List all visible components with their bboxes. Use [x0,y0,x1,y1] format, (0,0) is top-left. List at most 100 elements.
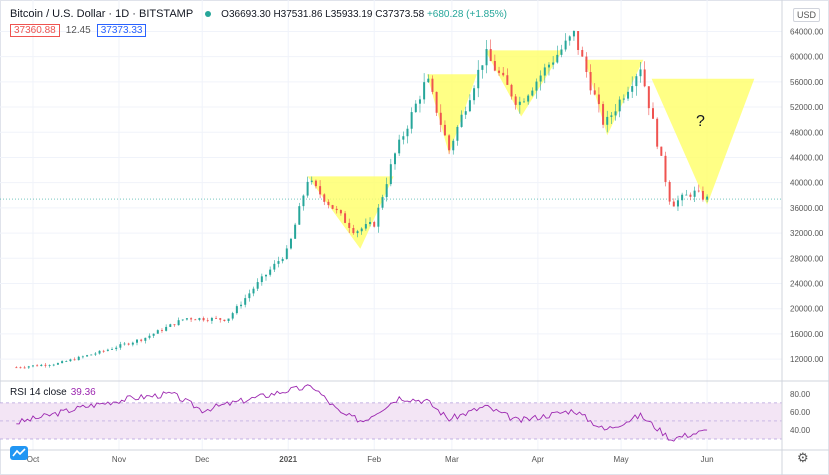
candle-up [98,350,101,354]
candle-up [606,116,609,125]
rsi-current-value: 39.36 [70,387,96,398]
time-tick-label: Mar [445,455,459,464]
candle-up [256,282,259,289]
candle-up [119,344,122,348]
rsi-tick-label: 80.00 [790,390,811,399]
candle-up [381,197,384,208]
price-tick-label: 52000.00 [790,103,824,112]
candle-up [552,62,555,65]
candle-up [523,101,525,103]
candle-up [244,298,247,305]
candle-up [481,65,484,70]
close-value: C37373.58 [375,8,425,20]
tradingview-logo-icon[interactable] [10,446,28,460]
candle-up [456,126,459,141]
candle-up [543,67,546,76]
candle-up [418,99,421,104]
candle-down [448,135,451,151]
settings-gear-icon[interactable]: ⚙ [797,450,809,465]
price-tick-label: 28000.00 [790,254,824,263]
currency-button[interactable]: USD [793,8,821,22]
rsi-tick-label: 40.00 [790,426,811,435]
candle-up [31,365,34,367]
candle-up [560,49,563,55]
symbol-title[interactable]: Bitcoin / U.S. Dollar · 1D · BITSTAMP [10,8,194,20]
time-tick-label: Apr [532,455,545,464]
candle-up [398,139,401,154]
candle-up [40,364,43,367]
price-tick-label: 44000.00 [790,153,824,162]
pattern-triangle [485,50,563,117]
candle-down [36,365,39,367]
candle-down [19,367,22,369]
candle-up [460,114,463,127]
candle-down [327,201,330,206]
candle-down [344,213,347,223]
candle-down [431,78,434,92]
candle-down [215,317,218,319]
price-tick-label: 60000.00 [790,53,824,62]
candle-down [443,124,446,136]
price-tick-label: 32000.00 [790,229,824,238]
candle-up [240,304,243,307]
candle-down [194,319,197,321]
candle-up [69,359,72,362]
candle-up [48,365,51,366]
candle-up [298,206,301,225]
price-tick-label: 16000.00 [790,330,824,339]
candle-up [427,78,430,83]
candle-up [477,69,480,89]
candle-down [339,210,342,214]
candle-up [676,200,679,207]
candle-up [302,195,305,207]
candle-down [577,31,580,50]
time-tick-label: Jun [701,455,714,464]
candle-down [660,146,663,156]
candle-up [364,224,367,229]
candle-up [86,355,89,357]
candle-up [473,88,476,101]
time-tick-label: Dec [195,455,209,464]
candle-down [652,108,654,119]
candle-up [527,95,530,102]
candle-down [593,90,596,95]
candle-up [265,274,267,277]
low-value: L35933.19 [325,8,373,20]
candle-down [585,56,588,73]
candle-up [564,40,567,50]
candle-up [185,318,188,320]
candle-up [281,258,284,262]
candle-up [181,319,184,321]
candle-up [485,49,488,66]
candle-up [131,342,134,345]
market-status-dot-icon [205,11,212,17]
candle-up [294,224,297,239]
candle-up [252,288,255,294]
candle-up [61,361,64,364]
sell-price-button[interactable]: 37360.88 [10,24,60,37]
pattern-triangle [585,59,644,136]
candle-down [102,350,105,352]
candle-up [360,228,363,232]
candle-up [406,128,409,137]
candle-up [248,293,251,299]
candle-down [127,343,130,345]
candle-down [140,339,143,341]
price-tick-label: 64000.00 [790,27,824,36]
pattern-triangle [307,176,394,249]
candle-up [310,180,313,182]
candle-up [56,363,59,365]
candle-down [701,190,704,200]
candle-up [65,361,68,362]
candle-down [206,320,209,322]
candle-down [664,155,667,182]
rsi-title: RSI 14 close [10,387,67,398]
candle-up [614,111,617,116]
candle-up [136,339,138,343]
time-tick-label: Nov [112,455,126,464]
candle-up [693,190,696,197]
rsi-band [0,402,782,440]
buy-price-button[interactable]: 37373.33 [96,24,147,37]
candle-up [618,99,621,112]
